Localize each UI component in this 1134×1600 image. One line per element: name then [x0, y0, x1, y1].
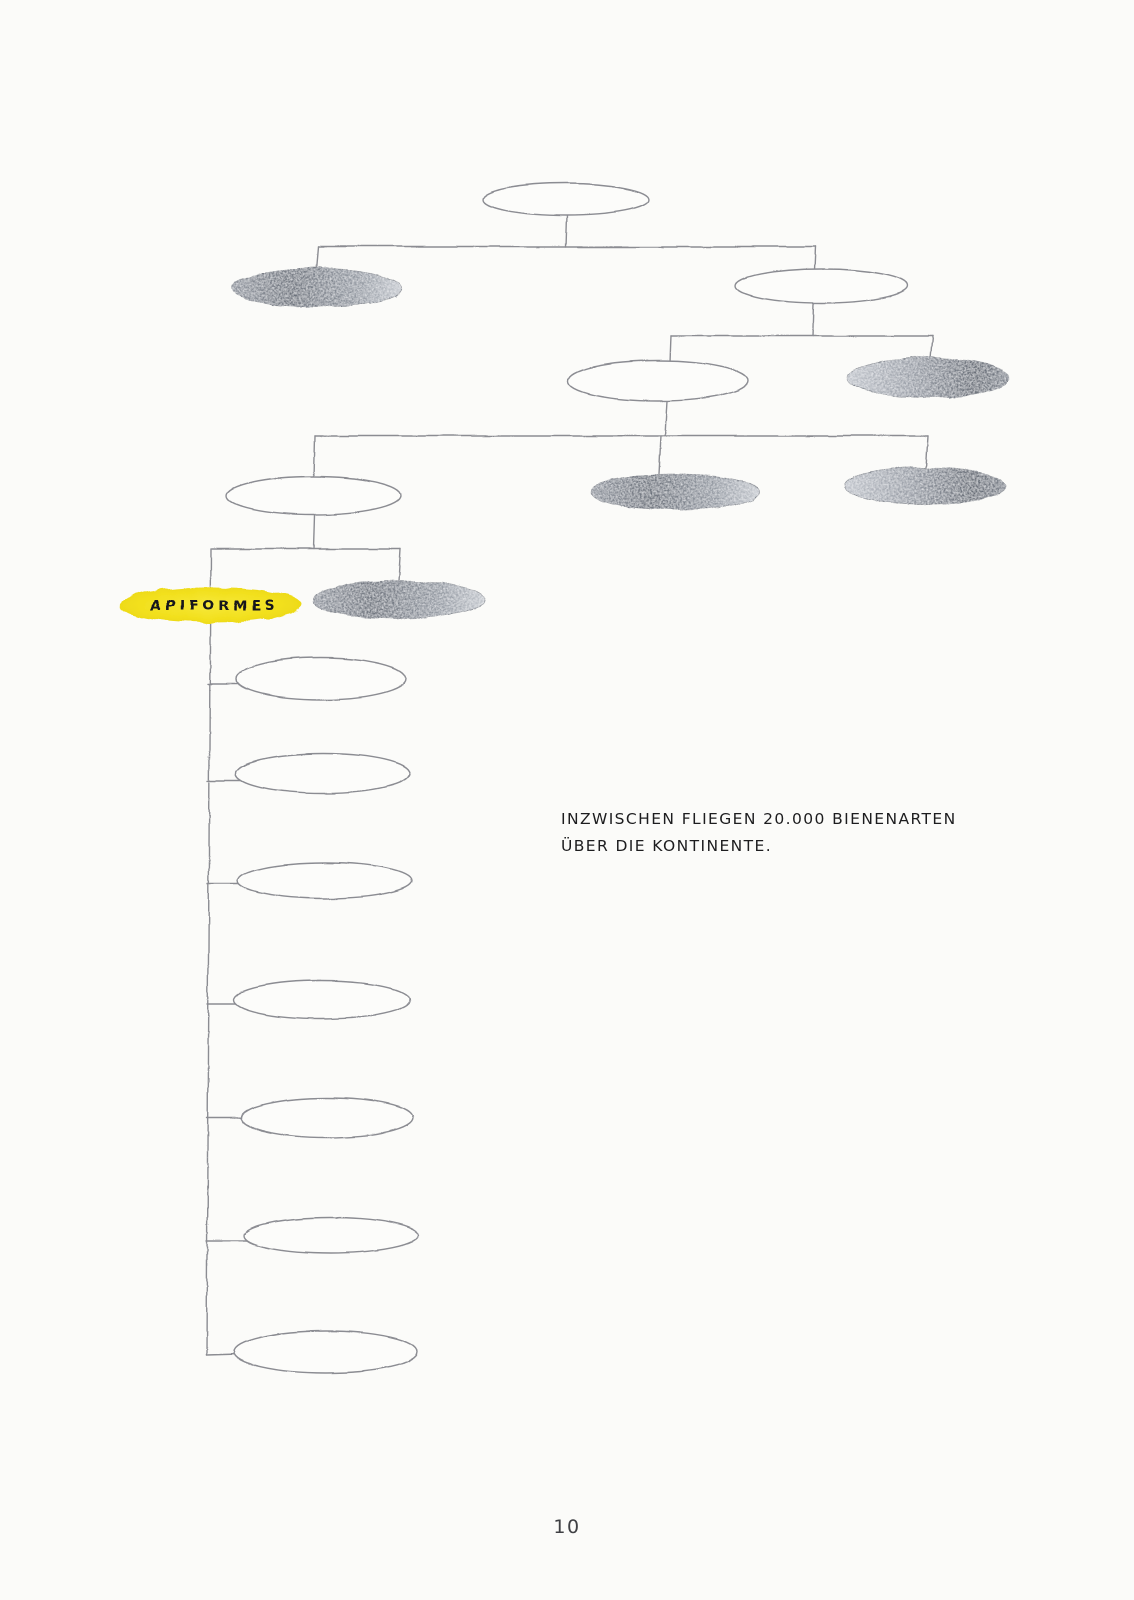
edge-apiformes-trunk: [205, 547, 211, 1355]
edge-level-3-right-drop: [924, 434, 928, 468]
apiformes-node: [119, 586, 301, 622]
bee-family-7-node: [232, 1329, 418, 1373]
clade-3-right-node: [842, 465, 1004, 503]
bee-family-1-node: [234, 656, 406, 700]
edge-clade-1-right-stem: [811, 301, 814, 336]
clade-3-mid-node: [588, 471, 758, 509]
clade-1-left-node: [229, 266, 401, 306]
bee-family-6-node: [242, 1216, 418, 1254]
tree-nodes: APIFORMES: [119, 182, 1009, 1373]
edge-level-2-right-drop: [929, 334, 933, 359]
page-number: 10: [553, 1516, 581, 1538]
apiformes-label: APIFORMES: [150, 598, 278, 614]
clade-1-right-node: [734, 267, 908, 303]
edge-clade-2-left-stem: [663, 399, 667, 436]
clade-2-right-node: [845, 355, 1009, 397]
bee-family-3-node: [236, 861, 412, 899]
clade-3-left-node: [225, 475, 401, 515]
edge-family-stub-7: [205, 1352, 239, 1355]
edge-level-3-mid-drop: [657, 434, 661, 474]
caption-text: INZWISCHEN FLIEGEN 20.000 BIENENARTEN ÜB…: [561, 806, 981, 860]
caption-line-1: INZWISCHEN FLIEGEN 20.000 BIENENARTEN: [561, 810, 957, 828]
edge-root-stem: [564, 214, 567, 247]
edge-level-4-right-drop: [397, 547, 401, 581]
edge-level-1-left-drop: [315, 245, 319, 270]
caption-line-2: ÜBER DIE KONTINENTE.: [561, 837, 773, 855]
edge-clade-3-left-stem: [312, 513, 315, 549]
bee-family-5-node: [239, 1096, 413, 1138]
edge-level-2-left-drop: [668, 334, 671, 363]
clade-2-left-node: [566, 359, 748, 401]
bee-family-4-node: [232, 979, 410, 1019]
tree-edges: [205, 214, 933, 1355]
bee-family-2-node: [234, 752, 410, 794]
edge-level-3-left-drop: [312, 434, 315, 478]
edge-level-1-right-drop: [813, 245, 816, 270]
clade-4-right-node: [311, 578, 483, 618]
root-node: [481, 182, 649, 216]
